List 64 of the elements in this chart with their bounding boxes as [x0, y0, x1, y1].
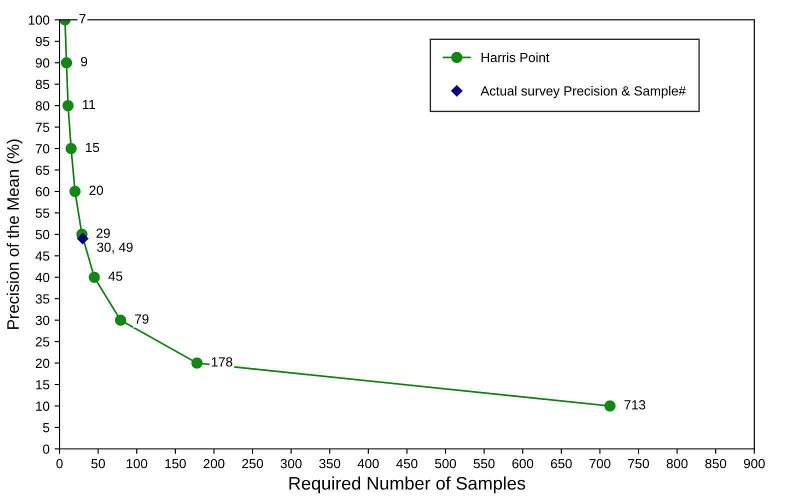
x-tick-label: 700 [590, 458, 610, 468]
annotation: 29 [96, 228, 110, 238]
point [66, 142, 77, 154]
y-tick-label: 100 [28, 15, 50, 25]
y-tick-label: 0 [43, 444, 50, 454]
x-tick-label: 200 [204, 458, 224, 468]
x-tick-label: 100 [126, 458, 148, 468]
y-tick-label: 90 [36, 58, 50, 68]
y-axis-title: Precision of the Mean (%) [6, 140, 22, 329]
x-tick-label: 850 [705, 458, 726, 468]
x-tick-label: 750 [628, 458, 649, 468]
y-tick-label: 40 [35, 272, 50, 282]
point [77, 233, 88, 244]
y-tick-label: 75 [36, 122, 50, 132]
x-tick-label: 350 [319, 458, 340, 468]
y-tick-label: 35 [36, 294, 50, 304]
point [114, 314, 126, 326]
y-tick-label: 5 [43, 423, 50, 432]
x-tick-label: 50 [91, 458, 105, 468]
annotation: 30, 49 [97, 242, 133, 254]
x-tick-label: 900 [744, 458, 765, 468]
x-tick-label: 450 [396, 458, 418, 468]
y-tick-label: 70 [36, 144, 50, 154]
y-tick-label: 30 [36, 316, 50, 326]
x-tick-label: 0 [56, 458, 63, 468]
annotation: 20 [90, 186, 104, 195]
annotation: 15 [86, 142, 100, 152]
point [88, 272, 100, 283]
annotation: 7 [80, 14, 86, 24]
y-tick-label: 45 [35, 252, 50, 261]
annotation: 11 [82, 100, 95, 110]
annotation: 713 [624, 400, 646, 410]
y-tick-label: 80 [36, 101, 50, 111]
annotation: 178 [212, 357, 232, 367]
y-tick-label: 20 [36, 358, 50, 368]
legend-label: Actual survey Precision & Sample# [480, 86, 686, 98]
point [604, 400, 616, 412]
y-tick-label: 65 [36, 166, 50, 175]
annotation: 9 [81, 56, 88, 66]
y-tick-label: 60 [36, 187, 50, 196]
y-tick-label: 55 [36, 208, 50, 218]
point [191, 358, 203, 369]
point [69, 186, 81, 198]
x-tick-label: 550 [474, 458, 495, 468]
y-tick-label: 10 [36, 402, 50, 411]
x-tick-label: 300 [280, 458, 302, 468]
x-tick-label: 400 [358, 458, 379, 468]
x-tick-label: 150 [165, 458, 186, 468]
x-tick-label: 650 [550, 458, 572, 468]
x-tick-label: 500 [435, 458, 456, 468]
y-tick-label: 50 [36, 230, 50, 240]
legend-label: Harris Point [482, 52, 550, 62]
x-tick-label: 600 [512, 458, 534, 468]
point [60, 57, 72, 68]
y-tick-label: 95 [36, 36, 50, 46]
x-axis-title: Required Number of Samples [289, 476, 526, 494]
annotation: 79 [135, 314, 148, 324]
x-tick-label: 800 [666, 458, 688, 468]
annotation: 45 [108, 272, 122, 281]
y-tick-label: 85 [36, 80, 50, 90]
x-tick-label: 250 [242, 458, 264, 468]
y-tick-label: 25 [36, 337, 50, 347]
y-tick-label: 15 [36, 380, 50, 390]
point [62, 100, 74, 112]
